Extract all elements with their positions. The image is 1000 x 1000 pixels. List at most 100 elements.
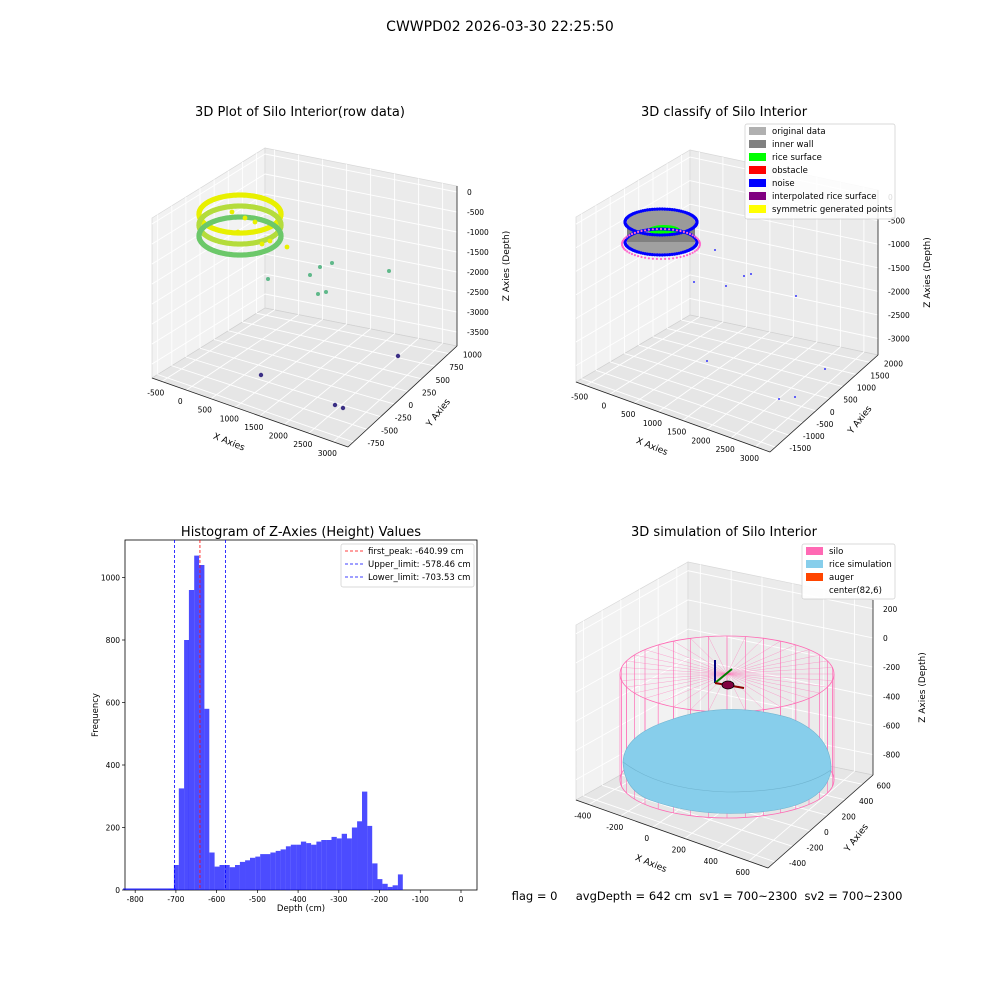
x-axis-line bbox=[151, 377, 349, 448]
grid-z bbox=[264, 253, 458, 293]
panel-simulation-3d: 3D simulation of Silo Interior-400-20002… bbox=[574, 525, 928, 877]
noise-point bbox=[648, 252, 652, 256]
point bbox=[340, 405, 346, 411]
noise-point bbox=[650, 253, 654, 257]
grid-y bbox=[610, 361, 803, 424]
legend-frame bbox=[340, 543, 475, 588]
panel-title: 3D classify of Silo Interior bbox=[641, 105, 808, 120]
legend-label: Upper_limit: -578.46 cm bbox=[368, 560, 471, 570]
y-tick-label: 0 bbox=[824, 828, 829, 837]
silo-roof-edge bbox=[726, 638, 764, 675]
point bbox=[318, 265, 322, 269]
symmetric-point bbox=[626, 250, 629, 253]
x-tick-label: 2000 bbox=[269, 432, 288, 441]
z-tick-label: 0 bbox=[467, 188, 472, 197]
grid-z bbox=[151, 153, 266, 225]
x-axis-label: X Axies bbox=[633, 853, 668, 875]
noise-point bbox=[668, 233, 672, 237]
silo-roof-edge bbox=[673, 640, 728, 675]
silo-roof-edge bbox=[726, 649, 810, 675]
legend-label: first_peak: -640.99 cm bbox=[368, 547, 464, 557]
z-tick-label: -500 bbox=[888, 217, 905, 226]
grid-x bbox=[161, 309, 275, 382]
noise-point bbox=[714, 249, 716, 251]
histogram-bar bbox=[341, 833, 347, 891]
silo-roof-edge bbox=[634, 673, 728, 694]
y-tick-label: 1500 bbox=[870, 371, 889, 380]
grid-z bbox=[575, 599, 689, 664]
z-tick-label: -3000 bbox=[467, 308, 489, 317]
legend: first_peak: -640.99 cm Upper_limit: -578.… bbox=[340, 543, 475, 588]
y-tick-label: 600 bbox=[877, 781, 892, 790]
silo-roof-edge bbox=[621, 667, 728, 675]
z-tick-label: -1500 bbox=[888, 264, 910, 273]
histogram-bar bbox=[311, 844, 317, 890]
z-axis-label: Z Axies (Depth) bbox=[923, 237, 933, 308]
grid-x bbox=[682, 336, 794, 421]
symmetric-point bbox=[633, 254, 637, 257]
z-tick-label: -2500 bbox=[888, 311, 910, 320]
histogram-bar bbox=[224, 865, 230, 890]
y-tick-label: 500 bbox=[843, 396, 858, 405]
silo-roof-edge bbox=[626, 673, 728, 688]
noise-point bbox=[653, 253, 657, 257]
legend-label: obstacle bbox=[772, 166, 808, 176]
grid-x bbox=[235, 323, 347, 408]
silo-roof-edge bbox=[726, 667, 833, 675]
grid-z bbox=[575, 628, 689, 693]
histogram-bar bbox=[321, 840, 327, 890]
histogram-bar bbox=[260, 854, 266, 890]
legend-swatch bbox=[749, 205, 766, 213]
legend: original data inner wall rice surface obsta… bbox=[744, 123, 896, 220]
noise-point bbox=[725, 285, 727, 287]
x-tick-label: 500 bbox=[198, 406, 213, 415]
noise-point bbox=[668, 253, 672, 257]
legend-swatch bbox=[806, 573, 823, 581]
y-tick-label: -750 bbox=[367, 439, 384, 448]
silo-roof-edge bbox=[726, 673, 810, 699]
grid-z bbox=[689, 274, 879, 316]
symmetric-point bbox=[647, 257, 651, 260]
grid-y bbox=[242, 321, 436, 367]
x-axis-line bbox=[575, 799, 769, 869]
histogram-bar bbox=[372, 863, 378, 890]
grid-y bbox=[199, 347, 395, 405]
y-tick-label: 400 bbox=[859, 797, 874, 806]
noise-point bbox=[660, 253, 664, 257]
x-tick-label: 1500 bbox=[244, 423, 263, 432]
auger-marker bbox=[721, 680, 735, 690]
histogram-bar bbox=[219, 865, 225, 890]
grid-y bbox=[624, 353, 817, 412]
legend-swatch bbox=[749, 127, 766, 135]
symmetric-point bbox=[637, 255, 640, 258]
noise-point bbox=[670, 208, 674, 212]
noise-point bbox=[655, 207, 659, 211]
histogram-bar bbox=[377, 879, 383, 890]
silo-roof-edge bbox=[726, 673, 820, 694]
legend-label: rice surface bbox=[772, 153, 822, 163]
point bbox=[278, 221, 284, 227]
histogram-bar bbox=[347, 838, 352, 890]
silo-roof-edge bbox=[621, 673, 728, 681]
grid-z bbox=[264, 293, 458, 333]
symmetric-point bbox=[651, 257, 655, 260]
legend-swatch bbox=[749, 179, 766, 187]
symmetric-point bbox=[672, 257, 675, 260]
silo-roof-edge bbox=[726, 673, 796, 704]
histogram-bar bbox=[362, 791, 368, 890]
legend-swatch bbox=[749, 166, 766, 174]
legend: silo rice simulation auger center(82,6) bbox=[801, 543, 896, 600]
symmetric-point bbox=[697, 247, 700, 250]
noise-point bbox=[750, 273, 752, 275]
y-tick-label: -1000 bbox=[803, 432, 825, 441]
symmetric-point bbox=[640, 255, 643, 259]
noise-point bbox=[653, 207, 657, 211]
y-tick-label: -200 bbox=[807, 843, 824, 852]
symmetric-point bbox=[682, 230, 686, 233]
histogram-bar bbox=[209, 852, 215, 890]
grid-y bbox=[638, 344, 830, 400]
histogram-bar bbox=[255, 856, 261, 890]
x-tick-label: 200 bbox=[672, 846, 687, 855]
grid-z bbox=[575, 657, 689, 722]
center-axis-y bbox=[714, 668, 733, 684]
